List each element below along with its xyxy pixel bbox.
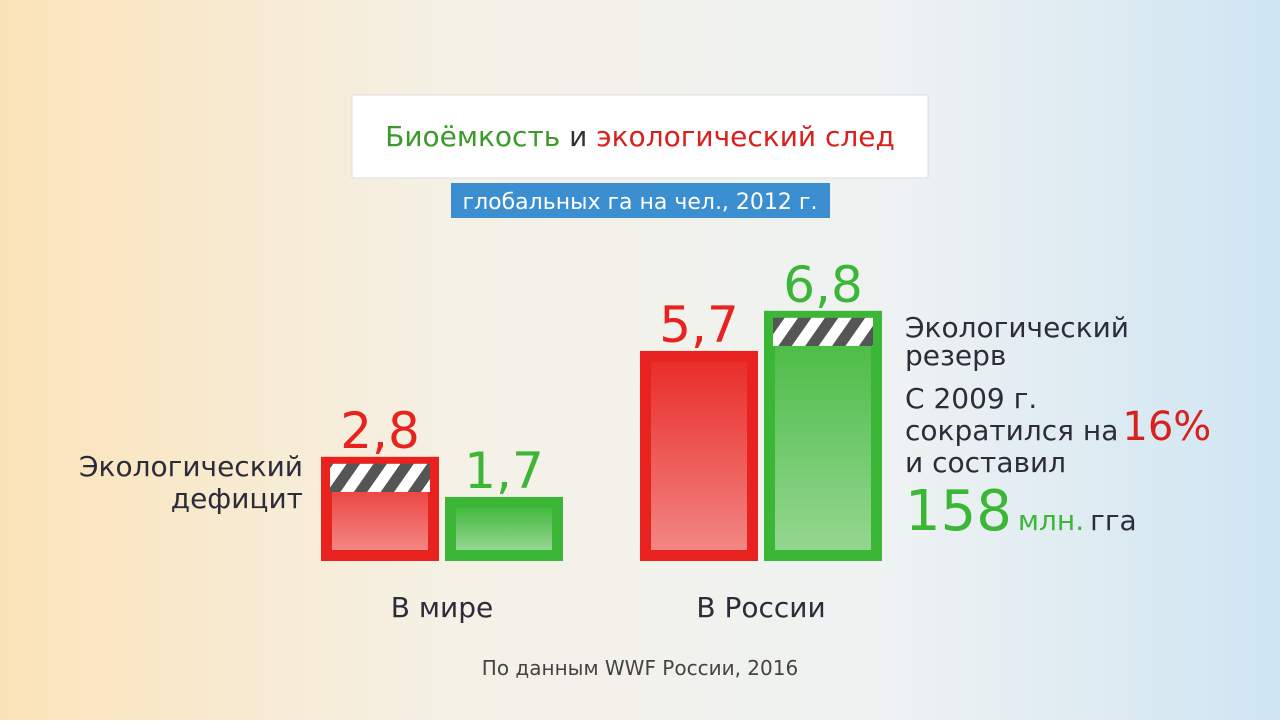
difference-hatch [330,463,430,492]
value-label: 1,7 [464,442,544,500]
subtitle: глобальных га на чел., 2012 г. [463,190,818,215]
bar-shine [456,507,552,550]
annotation-part: сократился на [905,414,1118,447]
value-label: 6,8 [783,256,863,314]
annotation: сократился на 16% [905,404,1211,450]
value-label: 5,7 [659,296,739,354]
annotation: Экологический [79,450,303,483]
annotation: 158 млн. гга [905,479,1137,544]
title-box [351,94,929,179]
source: По данным WWF России, 2016 [482,656,798,680]
x-tick-label: В России [696,591,825,624]
annotation: и составил [905,446,1066,479]
title-part: экологический след [596,120,895,153]
annotation-part: 16% [1122,404,1211,450]
annotation-part: 158 [905,479,1012,544]
title-part: Биоёмкость [385,120,560,153]
annotation: резерв [905,339,1006,372]
difference-hatch [773,317,873,346]
bar-shine [775,321,871,550]
bar-shine [651,361,747,550]
annotation: С 2009 г. [905,382,1037,415]
subtitle-box [451,183,830,218]
annotation-part: гга [1090,504,1137,537]
annotation: дефицит [171,482,303,515]
chart-title: Биоёмкость и экологический след [385,120,895,153]
x-tick-label: В мире [391,591,493,624]
annotation: Экологический [905,311,1129,344]
title-part: и [569,120,587,153]
annotation-part: млн. [1018,504,1084,537]
value-label: 2,8 [340,402,420,460]
